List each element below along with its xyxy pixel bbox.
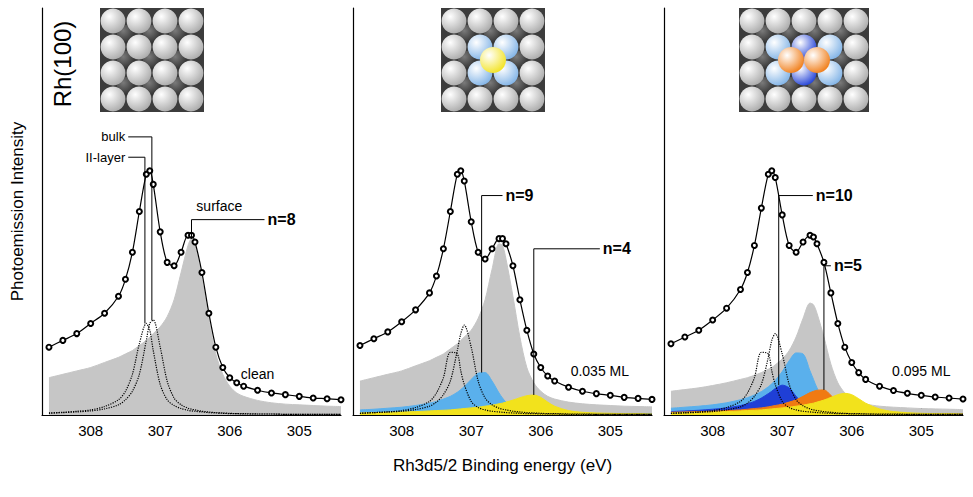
svg-text:n=9: n=9 bbox=[506, 187, 534, 204]
svg-text:308: 308 bbox=[78, 422, 103, 439]
svg-text:n=5: n=5 bbox=[834, 257, 862, 274]
svg-text:307: 307 bbox=[459, 422, 484, 439]
svg-text:0.035 ML: 0.035 ML bbox=[571, 363, 630, 379]
svg-text:n=8: n=8 bbox=[268, 211, 296, 228]
svg-text:305: 305 bbox=[598, 422, 623, 439]
svg-text:307: 307 bbox=[770, 422, 795, 439]
svg-text:clean: clean bbox=[241, 366, 274, 382]
svg-text:307: 307 bbox=[148, 422, 173, 439]
svg-text:308: 308 bbox=[389, 422, 414, 439]
svg-text:305: 305 bbox=[909, 422, 934, 439]
svg-text:Photoemission Intensity: Photoemission Intensity bbox=[8, 121, 27, 301]
svg-text:306: 306 bbox=[839, 422, 864, 439]
svg-text:n=4: n=4 bbox=[603, 240, 631, 257]
svg-text:306: 306 bbox=[528, 422, 553, 439]
svg-text:0.095 ML: 0.095 ML bbox=[892, 363, 951, 379]
svg-text:n=10: n=10 bbox=[816, 187, 853, 204]
svg-text:II-layer: II-layer bbox=[85, 150, 125, 165]
svg-text:306: 306 bbox=[217, 422, 242, 439]
svg-text:Rh(100): Rh(100) bbox=[49, 21, 76, 108]
svg-text:308: 308 bbox=[700, 422, 725, 439]
svg-text:bulk: bulk bbox=[101, 129, 125, 144]
svg-text:305: 305 bbox=[287, 422, 312, 439]
svg-text:Rh3d5/2 Binding energy (eV): Rh3d5/2 Binding energy (eV) bbox=[393, 456, 612, 475]
svg-text:surface: surface bbox=[196, 198, 242, 214]
